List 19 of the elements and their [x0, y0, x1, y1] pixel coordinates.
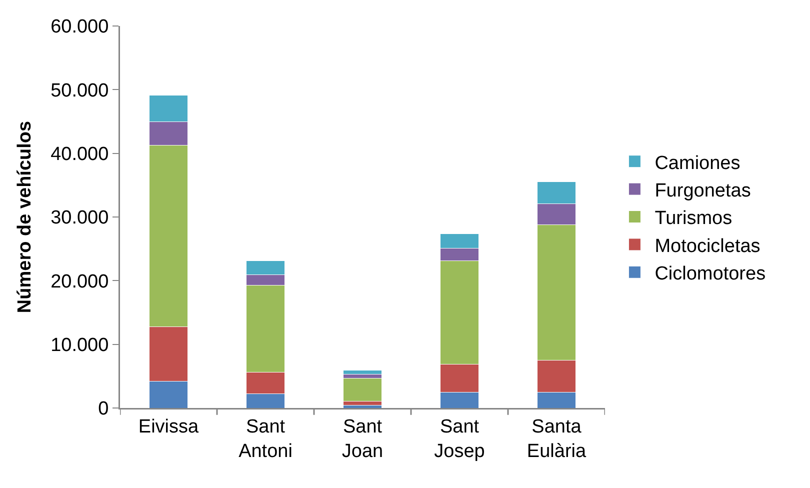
legend-label: Furgonetas: [654, 180, 751, 202]
x-tick-label: Santa Eulària: [526, 416, 586, 462]
x-tick-label: Sant Antoni: [238, 416, 292, 462]
y-tick-label: 60.000: [50, 16, 109, 38]
legend-label: Ciclomotores: [654, 264, 766, 285]
y-tick-label: 0: [98, 398, 109, 420]
y-tick-label: 50.000: [50, 80, 109, 102]
y-tick-label: 30.000: [50, 208, 109, 229]
x-tick-label: Eivissa: [138, 416, 200, 438]
y-tick-label: 40.000: [50, 144, 109, 165]
legend-label: Motocicletas: [654, 236, 760, 257]
y-tick-label: 10.000: [50, 334, 109, 356]
y-axis-title: Número de vehículos: [14, 120, 36, 314]
legend-label: Turismos: [654, 208, 732, 230]
bar: [342, 370, 382, 375]
x-tick-label: Sant Joan: [342, 416, 384, 462]
y-tick-label: 20.000: [50, 271, 109, 292]
legend-label: Camiones: [654, 152, 740, 174]
x-tick-label: Sant Josep: [434, 416, 485, 462]
